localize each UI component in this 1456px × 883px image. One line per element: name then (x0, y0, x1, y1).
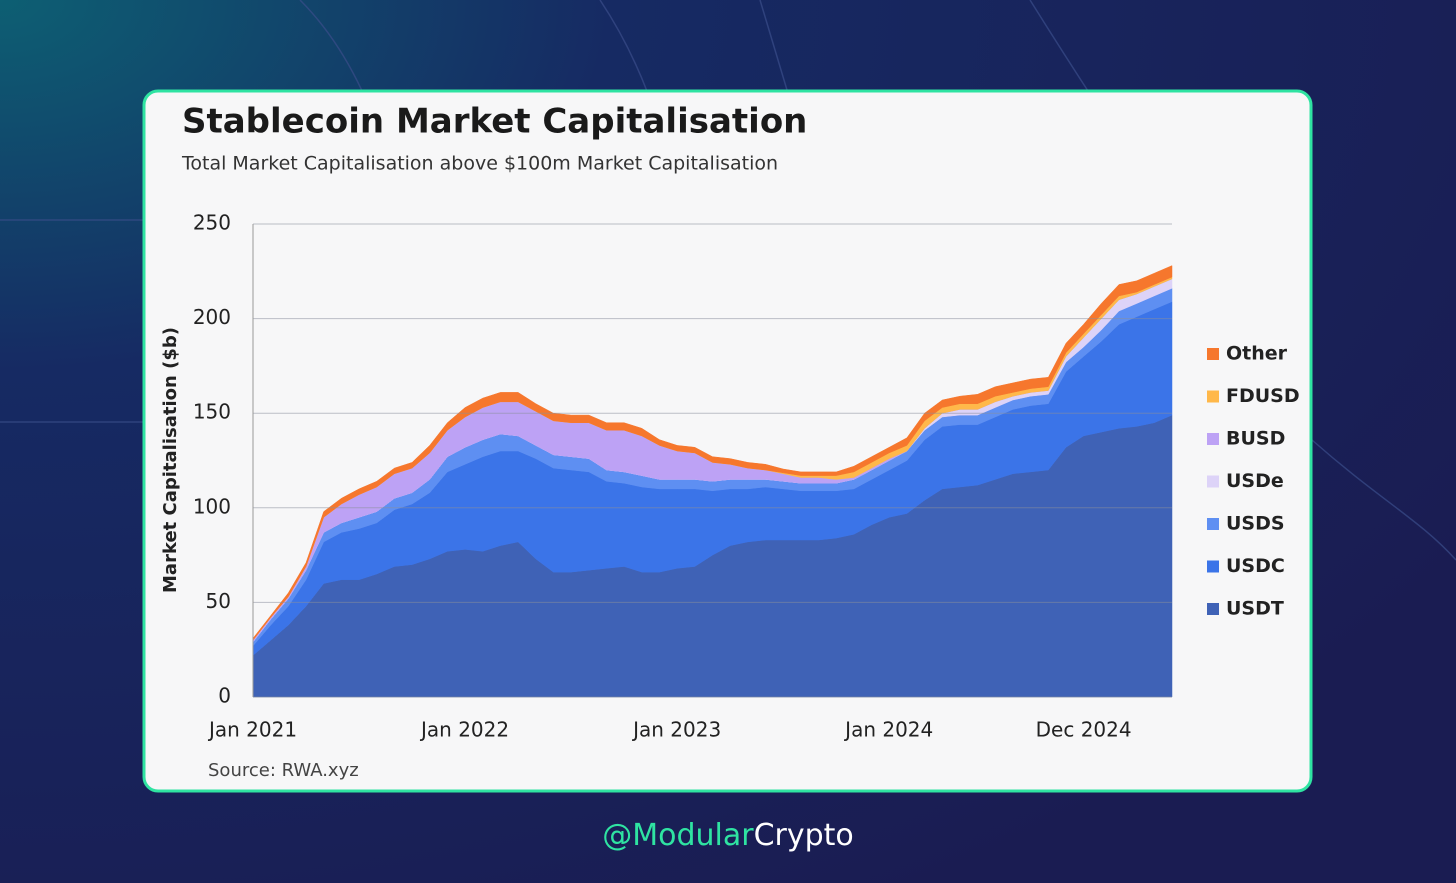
areas (252, 265, 1173, 698)
y-tick-label: 200 (193, 305, 231, 329)
legend-label: Other (1226, 343, 1288, 365)
legend-swatch (1207, 433, 1219, 445)
legend-swatch (1207, 518, 1219, 530)
legend-swatch (1207, 603, 1219, 615)
x-tick-label: Dec 2024 (1036, 718, 1132, 742)
brand-prefix: @Modular (602, 818, 754, 853)
x-tick-label: Jan 2022 (419, 718, 509, 742)
legend-swatch (1207, 560, 1219, 573)
source: Source: RWA.xyz (208, 760, 359, 781)
plot: 0 50 100 150 200 250 Jan 2021 Jan 2022 Jan 2023 J… (193, 211, 1300, 742)
legend-label: BUSD (1226, 428, 1285, 450)
y-tick-label: 250 (193, 211, 231, 235)
legend-label: USDT (1226, 598, 1284, 620)
y-tick-label: 100 (193, 494, 231, 518)
x-tick-label: Jan 2024 (843, 718, 933, 742)
y-tick-label: 150 (193, 400, 231, 424)
legend-label: FDUSD (1226, 385, 1300, 407)
chart-title: Stablecoin Market Capitalisation (182, 102, 807, 142)
legend-swatch (1207, 390, 1219, 403)
legend-label: USDS (1226, 513, 1285, 535)
legend-swatch (1207, 475, 1219, 488)
area (252, 265, 1173, 641)
y-axis-label: Market Capitalisation ($b) (160, 327, 181, 593)
legend-label: USDe (1226, 470, 1284, 492)
legend-swatch (1207, 348, 1219, 360)
y-tick-label: 50 (206, 589, 231, 613)
brand: @ModularCrypto (602, 818, 854, 853)
legend-label: USDC (1226, 555, 1285, 577)
x-tick-label: Jan 2021 (207, 718, 297, 742)
brand-suffix: Crypto (754, 818, 854, 853)
y-tick-label: 0 (218, 684, 231, 708)
x-tick-label: Jan 2023 (631, 718, 721, 742)
chart-subtitle: Total Market Capitalisation above $100m … (181, 153, 778, 175)
